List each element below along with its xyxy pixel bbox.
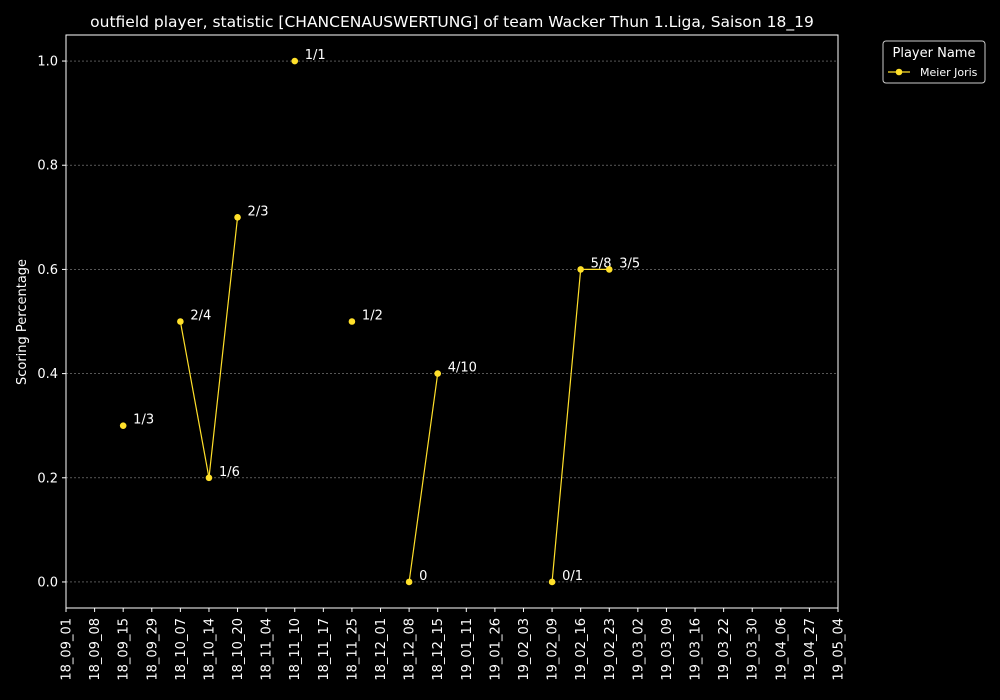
- x-tick-label: 18_11_25: [345, 618, 360, 681]
- legend-entry: Meier Joris: [920, 66, 978, 79]
- x-tick-label: 18_10_14: [202, 618, 217, 681]
- data-label: 2/4: [190, 309, 211, 324]
- x-tick-label: 19_01_11: [460, 618, 475, 681]
- series-line-segment: [408, 373, 439, 583]
- series-layer: 1/3 2/4 1/6 2/3 1/1 1/2 0 4/10 0/1 5/8 3/5: [119, 48, 640, 586]
- x-tick-label: 18_12_15: [431, 618, 446, 681]
- y-axis-label: Scoring Percentage: [15, 259, 30, 385]
- series-line-segment: [208, 217, 239, 478]
- y-tick-label: 1.0: [37, 55, 58, 70]
- x-tick-label: 19_05_04: [832, 618, 847, 681]
- y-ticks: 0.0 0.2 0.4 0.6 0.8 1.0: [37, 55, 66, 590]
- x-tick-label: 19_03_30: [746, 618, 761, 681]
- data-label: 4/10: [448, 361, 477, 376]
- x-tick-label: 18_09_08: [88, 618, 103, 681]
- data-label: 1/2: [362, 309, 383, 324]
- x-tick-label: 18_09_01: [60, 618, 75, 681]
- data-point: [119, 422, 127, 429]
- legend-marker: [895, 68, 903, 76]
- data-label: 0: [419, 569, 427, 584]
- x-tick-label: 18_10_20: [231, 618, 246, 681]
- x-tick-label: 19_01_26: [488, 618, 503, 681]
- y-tick-label: 0.8: [37, 159, 58, 174]
- data-label: 5/8: [591, 256, 612, 271]
- legend: Player Name Meier Joris: [882, 40, 986, 84]
- data-label: 1/1: [305, 48, 326, 63]
- x-tick-label: 19_02_16: [574, 618, 589, 681]
- data-label: 2/3: [248, 204, 269, 219]
- data-point: [205, 474, 213, 482]
- x-tick-label: 18_10_07: [174, 618, 189, 681]
- data-point: [405, 578, 413, 586]
- legend-title: Player Name: [893, 46, 976, 61]
- data-point: [348, 318, 356, 325]
- x-tick-label: 18_11_04: [260, 618, 275, 681]
- x-tick-label: 19_04_06: [774, 618, 789, 681]
- x-tick-label: 19_03_02: [631, 618, 646, 681]
- x-tick-label: 19_02_03: [517, 618, 532, 681]
- x-tick-label: 19_03_16: [689, 618, 704, 681]
- series-line-segment: [179, 321, 210, 478]
- grid-lines: [66, 60, 838, 583]
- data-label: 1/3: [133, 413, 154, 428]
- y-tick-label: 0.4: [37, 367, 58, 382]
- chart-title: outfield player, statistic [CHANCENAUSWE…: [90, 13, 814, 32]
- x-tick-label: 19_03_09: [660, 618, 675, 681]
- y-tick-label: 0.2: [37, 471, 58, 486]
- x-tick-label: 18_09_29: [145, 618, 160, 681]
- data-point: [577, 266, 584, 273]
- x-ticks: 18_09_01 18_09_08 18_09_15 18_09_29 18_10_07…: [60, 608, 847, 681]
- x-tick-label: 18_11_10: [288, 618, 303, 681]
- x-tick-label: 18_12_08: [403, 618, 418, 681]
- x-tick-label: 18_09_15: [117, 618, 132, 681]
- data-point: [291, 57, 299, 65]
- y-tick-label: 0.0: [37, 575, 58, 590]
- data-point: [605, 266, 613, 273]
- data-point: [234, 214, 241, 221]
- x-tick-label: 18_12_01: [374, 618, 389, 681]
- x-tick-label: 19_03_22: [717, 618, 732, 681]
- x-tick-label: 19_02_09: [546, 618, 561, 681]
- series-line-segment: [551, 269, 582, 583]
- plot-frame: [65, 34, 839, 609]
- data-label: 3/5: [619, 256, 640, 271]
- data-point: [177, 318, 184, 325]
- data-label: 1/6: [219, 465, 240, 480]
- x-tick-label: 19_04_27: [803, 618, 818, 681]
- data-point: [434, 370, 442, 377]
- data-label: 0/1: [562, 569, 583, 584]
- x-tick-label: 19_02_23: [603, 618, 618, 681]
- y-tick-label: 0.6: [37, 263, 58, 278]
- axes: [65, 34, 839, 609]
- data-point: [548, 578, 556, 586]
- x-tick-label: 18_11_17: [317, 618, 332, 681]
